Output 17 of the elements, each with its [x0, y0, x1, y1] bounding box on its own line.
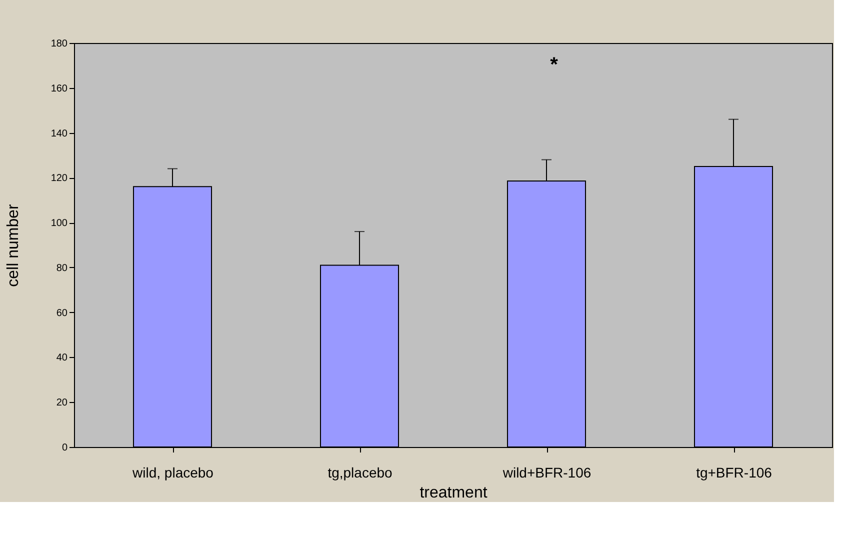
y-tick-label: 160	[50, 83, 68, 94]
y-tick-label: 0	[62, 442, 68, 454]
y-tick-label: 120	[50, 173, 68, 184]
y-tick-label: 60	[56, 308, 68, 319]
y-tick-label: 20	[56, 398, 68, 409]
x-axis-title: treatment	[420, 484, 488, 502]
x-tick-label: wild, placebo	[132, 464, 214, 480]
y-tick-label: 140	[50, 128, 68, 140]
y-tick-label: 180	[50, 38, 68, 50]
y-tick-label: 80	[56, 262, 68, 274]
y-axis-title: cell number	[4, 203, 22, 287]
y-tick-label: 100	[50, 218, 68, 230]
x-tick-label: wild+BFR-106	[502, 464, 592, 480]
x-tick-label: tg,placebo	[328, 464, 393, 480]
y-tick-label: 40	[56, 352, 68, 364]
x-tick-label: tg+BFR-106	[696, 464, 772, 480]
annotation: *	[550, 54, 558, 76]
